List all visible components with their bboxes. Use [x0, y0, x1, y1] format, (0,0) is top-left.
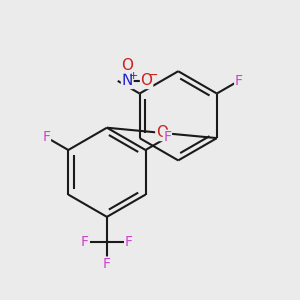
Text: F: F — [125, 235, 133, 249]
Text: O: O — [121, 58, 133, 73]
Text: F: F — [103, 257, 111, 271]
Text: O: O — [141, 74, 153, 88]
Text: N: N — [122, 74, 133, 88]
Text: −: − — [147, 69, 158, 82]
Text: O: O — [156, 125, 168, 140]
Text: +: + — [128, 70, 138, 80]
Text: F: F — [42, 130, 50, 144]
Text: F: F — [235, 74, 243, 88]
Text: F: F — [81, 235, 89, 249]
Text: F: F — [164, 130, 171, 144]
